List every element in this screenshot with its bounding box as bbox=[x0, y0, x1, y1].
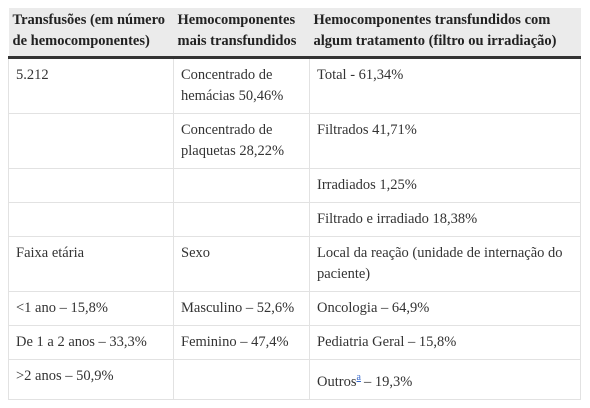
table-cell: Pediatria Geral – 15,8% bbox=[309, 325, 581, 360]
table-row: Filtrado e irradiado 18,38% bbox=[8, 202, 581, 237]
footnote-mark: a bbox=[356, 369, 360, 383]
table-row: Faixa etária Sexo Local da reação (unidade… bbox=[8, 236, 581, 292]
table-cell: Filtrados 41,71% bbox=[309, 113, 581, 169]
table-cell: <1 ano – 15,8% bbox=[8, 291, 174, 326]
table-cell: Outrosa – 19,3% bbox=[309, 359, 581, 400]
table-cell: Faixa etária bbox=[8, 236, 174, 292]
table-cell: Concentrado de plaquetas 28,22% bbox=[173, 113, 310, 169]
cell-text: – 19,3% bbox=[363, 373, 413, 390]
table-row: De 1 a 2 anos – 33,3% Feminino – 47,4% Ped… bbox=[8, 325, 581, 360]
table-head: Transfusões (em número de hemocomponente… bbox=[8, 8, 581, 59]
data-table: Transfusões (em número de hemocomponente… bbox=[8, 8, 581, 400]
table-cell: Irradiados 1,25% bbox=[309, 168, 581, 203]
table-row: <1 ano – 15,8% Masculino – 52,6% Oncologia… bbox=[8, 291, 581, 326]
table-row: >2 anos – 50,9% Outrosa – 19,3% bbox=[8, 359, 581, 400]
table-cell: De 1 a 2 anos – 33,3% bbox=[8, 325, 174, 360]
empty-cell bbox=[173, 359, 310, 400]
header-row: Transfusões (em número de hemocomponente… bbox=[8, 8, 581, 59]
table-cell: 5.212 bbox=[8, 57, 174, 114]
table-cell: Concentrado de hemácias 50,46% bbox=[173, 57, 310, 114]
empty-cell bbox=[173, 202, 310, 237]
header-cell: Hemocomponentes mais transfundidos bbox=[173, 8, 310, 59]
table-row: Concentrado de plaquetas 28,22% Filtrados… bbox=[8, 113, 581, 169]
table-row: 5.212 Concentrado de hemácias 50,46% Total… bbox=[8, 57, 581, 114]
footnote-link[interactable]: a bbox=[356, 372, 361, 383]
empty-cell bbox=[8, 202, 174, 237]
table-cell: Filtrado e irradiado 18,38% bbox=[309, 202, 581, 237]
table-cell: >2 anos – 50,9% bbox=[8, 359, 174, 400]
table-cell: Sexo bbox=[173, 236, 310, 292]
cell-text: Outros bbox=[317, 373, 357, 390]
table-cell: Feminino – 47,4% bbox=[173, 325, 310, 360]
empty-cell bbox=[173, 168, 310, 203]
empty-cell bbox=[8, 168, 174, 203]
table-cell: Local da reação (unidade de internação d… bbox=[309, 236, 581, 292]
table-cell: Masculino – 52,6% bbox=[173, 291, 310, 326]
table-cell: Total - 61,34% bbox=[309, 57, 581, 114]
table-row: Irradiados 1,25% bbox=[8, 168, 581, 203]
header-cell: Hemocomponentes transfundidos com algum … bbox=[309, 8, 581, 59]
header-cell: Transfusões (em número de hemocomponente… bbox=[8, 8, 174, 59]
empty-cell bbox=[8, 113, 174, 169]
table-cell: Oncologia – 64,9% bbox=[309, 291, 581, 326]
table-body: 5.212 Concentrado de hemácias 50,46% Total… bbox=[8, 57, 581, 400]
